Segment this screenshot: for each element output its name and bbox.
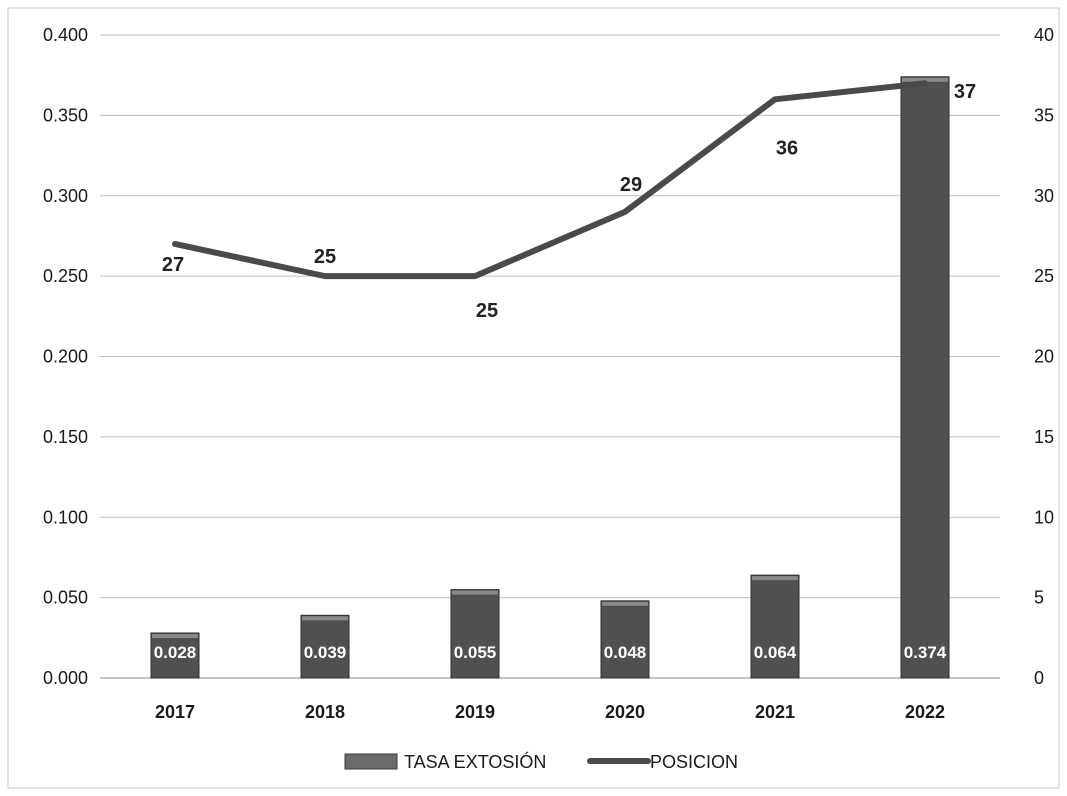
bar-highlight (302, 616, 348, 621)
left-tick-label: 0.100 (43, 507, 88, 527)
left-tick-label: 0.150 (43, 427, 88, 447)
bar (300, 614, 350, 679)
left-tick-label: 0.200 (43, 347, 88, 367)
point-value-label: 37 (954, 81, 976, 103)
left-tick-label: 0.250 (43, 266, 88, 286)
right-tick-label: 10 (1034, 507, 1054, 527)
right-tick-label: 30 (1034, 186, 1054, 206)
point-value-label: 27 (162, 254, 184, 276)
bar (450, 589, 500, 679)
point-value-label: 29 (620, 174, 642, 196)
left-tick-label: 0.350 (43, 105, 88, 125)
legend-bar-label: TASA EXTOSIÓN (404, 751, 546, 772)
point-value-label: 36 (776, 137, 798, 159)
x-tick-label: 2020 (605, 702, 645, 722)
right-tick-label: 15 (1034, 427, 1054, 447)
right-tick-label: 40 (1034, 25, 1054, 45)
bar (900, 76, 950, 679)
x-tick-label: 2019 (455, 702, 495, 722)
left-tick-label: 0.300 (43, 186, 88, 206)
bar-highlight (452, 590, 498, 595)
left-axis: 0.000 0.050 0.100 0.150 0.200 0.250 0.300 0.350… (43, 25, 88, 688)
point-value-label: 25 (476, 300, 498, 322)
legend-bar-swatch (344, 753, 398, 770)
point-value-label: 25 (314, 246, 336, 268)
bar (150, 632, 200, 679)
gridlines (100, 34, 1000, 679)
bar-highlight (152, 633, 198, 638)
right-tick-label: 25 (1034, 266, 1054, 286)
bar-value-label: 0.048 (604, 643, 647, 662)
bar-highlight (752, 576, 798, 581)
bar (600, 600, 650, 679)
right-tick-label: 5 (1034, 588, 1044, 608)
left-tick-label: 0.050 (43, 588, 88, 608)
bar-value-label: 0.064 (754, 643, 797, 662)
bar-value-label: 0.039 (304, 643, 347, 662)
bar-highlight (902, 77, 948, 82)
right-axis: 0 5 10 15 20 25 30 35 40 (1034, 25, 1054, 688)
left-tick-label: 0.000 (43, 668, 88, 688)
x-tick-label: 2021 (755, 702, 795, 722)
x-tick-label: 2017 (155, 702, 195, 722)
bar-highlight (602, 601, 648, 606)
bar-value-label: 0.374 (904, 643, 947, 662)
left-tick-label: 0.400 (43, 25, 88, 45)
position-line (172, 80, 928, 280)
bar-series: 0.028 0.039 0.055 0.048 0.064 0.374 (150, 76, 950, 679)
line-series: 27 25 25 29 36 37 (162, 80, 976, 322)
bar (750, 574, 800, 679)
legend: TASA EXTOSIÓN POSICION (344, 751, 738, 772)
right-tick-label: 0 (1034, 668, 1044, 688)
x-tick-label: 2018 (305, 702, 345, 722)
right-tick-label: 35 (1034, 105, 1054, 125)
x-tick-label: 2022 (905, 702, 945, 722)
bar-value-label: 0.028 (154, 643, 197, 662)
right-tick-label: 20 (1034, 347, 1054, 367)
legend-line-label: POSICION (650, 752, 738, 772)
bar-value-label: 0.055 (454, 643, 497, 662)
x-axis: 2017 2018 2019 2020 2021 2022 (155, 702, 945, 722)
chart-frame (7, 7, 1060, 789)
